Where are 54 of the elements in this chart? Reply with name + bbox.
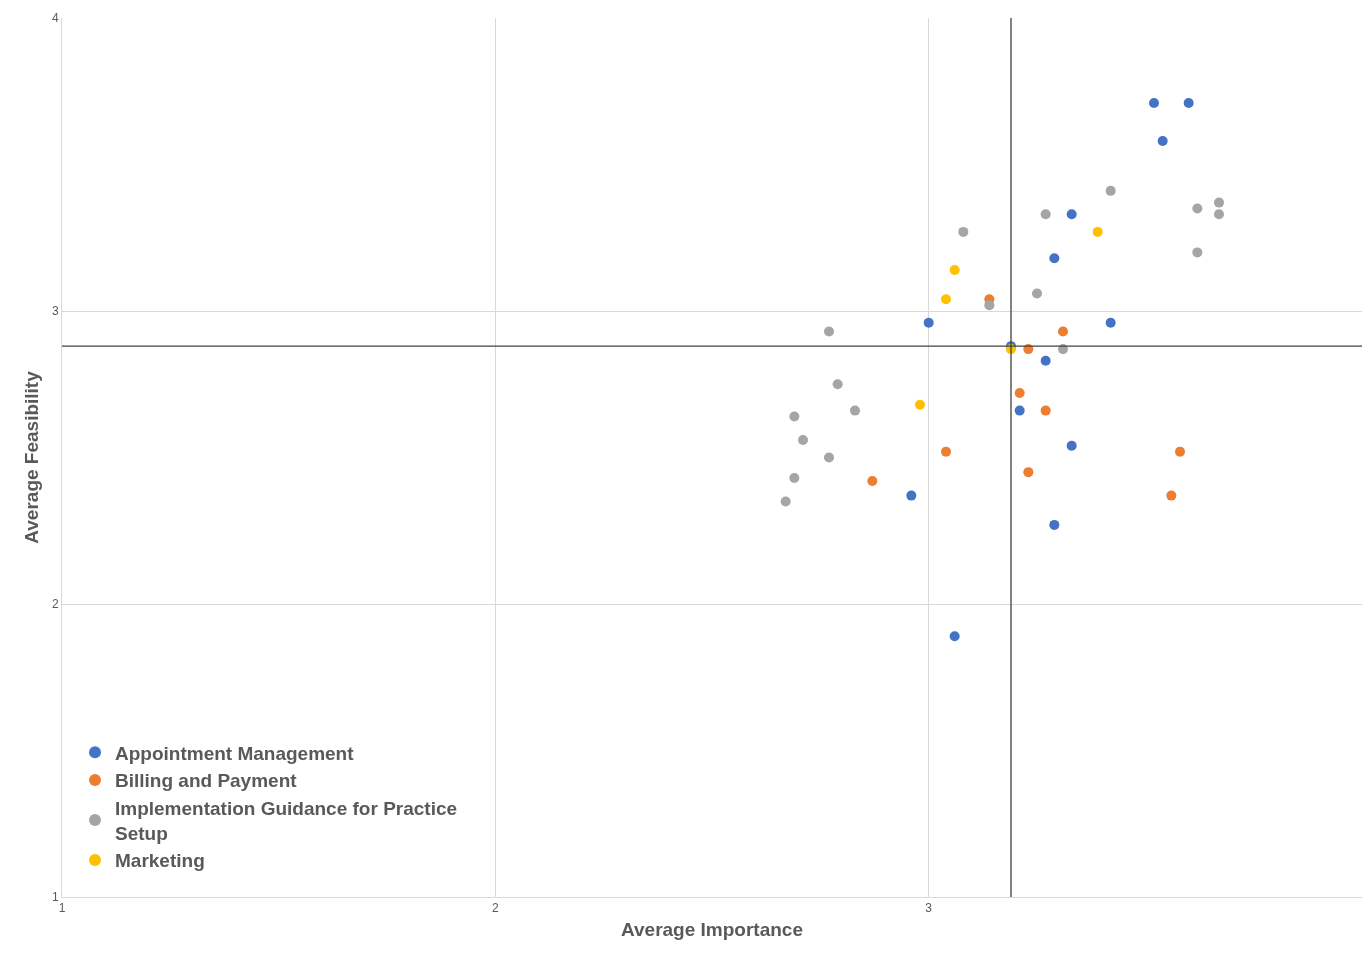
- point: [1040, 405, 1051, 416]
- point: [1040, 209, 1051, 220]
- legend-label: Appointment Management: [115, 742, 355, 764]
- point: [906, 490, 917, 501]
- point: [850, 405, 860, 416]
- legend-label: Implementation Guidance for Practice Setup: [115, 798, 458, 844]
- point: [824, 452, 834, 463]
- y-tick-label: 1: [51, 890, 59, 905]
- point: [1175, 446, 1185, 457]
- point: [789, 473, 800, 484]
- legend-label: Marketing: [115, 850, 205, 872]
- point: [1023, 467, 1034, 478]
- point: [780, 496, 791, 507]
- point: [1192, 203, 1203, 214]
- x-tick-label: 3: [925, 901, 933, 916]
- point: [941, 446, 951, 457]
- x-axis-title: Average Importance: [621, 919, 803, 941]
- y-tick-label: 4: [51, 11, 59, 26]
- x-tick-label: 2: [491, 901, 499, 916]
- point: [1049, 253, 1060, 264]
- point: [941, 294, 951, 305]
- point: [984, 300, 995, 311]
- point: [1040, 355, 1051, 366]
- point: [958, 226, 969, 237]
- point: [1092, 226, 1103, 237]
- point: [923, 317, 934, 328]
- point: [1105, 185, 1116, 196]
- point: [1066, 440, 1077, 451]
- point: [1183, 97, 1194, 108]
- point: [1105, 317, 1116, 328]
- point: [915, 399, 925, 410]
- point: [832, 379, 843, 390]
- point: [1058, 326, 1068, 337]
- point: [1049, 519, 1060, 530]
- point: [867, 475, 878, 486]
- point: [1157, 136, 1168, 147]
- point: [798, 434, 808, 445]
- legend-label: Billing and Payment: [115, 770, 298, 792]
- point: [789, 411, 800, 422]
- point: [1149, 97, 1159, 108]
- point: [949, 264, 960, 275]
- point: [1066, 209, 1077, 220]
- point: [824, 326, 834, 337]
- point: [1214, 197, 1224, 208]
- point: [1192, 247, 1203, 258]
- y-axis-title: Average Feasibility: [20, 370, 42, 544]
- y-tick-label: 3: [51, 304, 59, 319]
- point: [1014, 388, 1025, 399]
- point: [1214, 209, 1224, 220]
- point: [1032, 288, 1042, 299]
- y-tick-label: 2: [51, 597, 59, 612]
- point: [949, 631, 960, 642]
- point: [1166, 490, 1177, 501]
- point: [1014, 405, 1025, 416]
